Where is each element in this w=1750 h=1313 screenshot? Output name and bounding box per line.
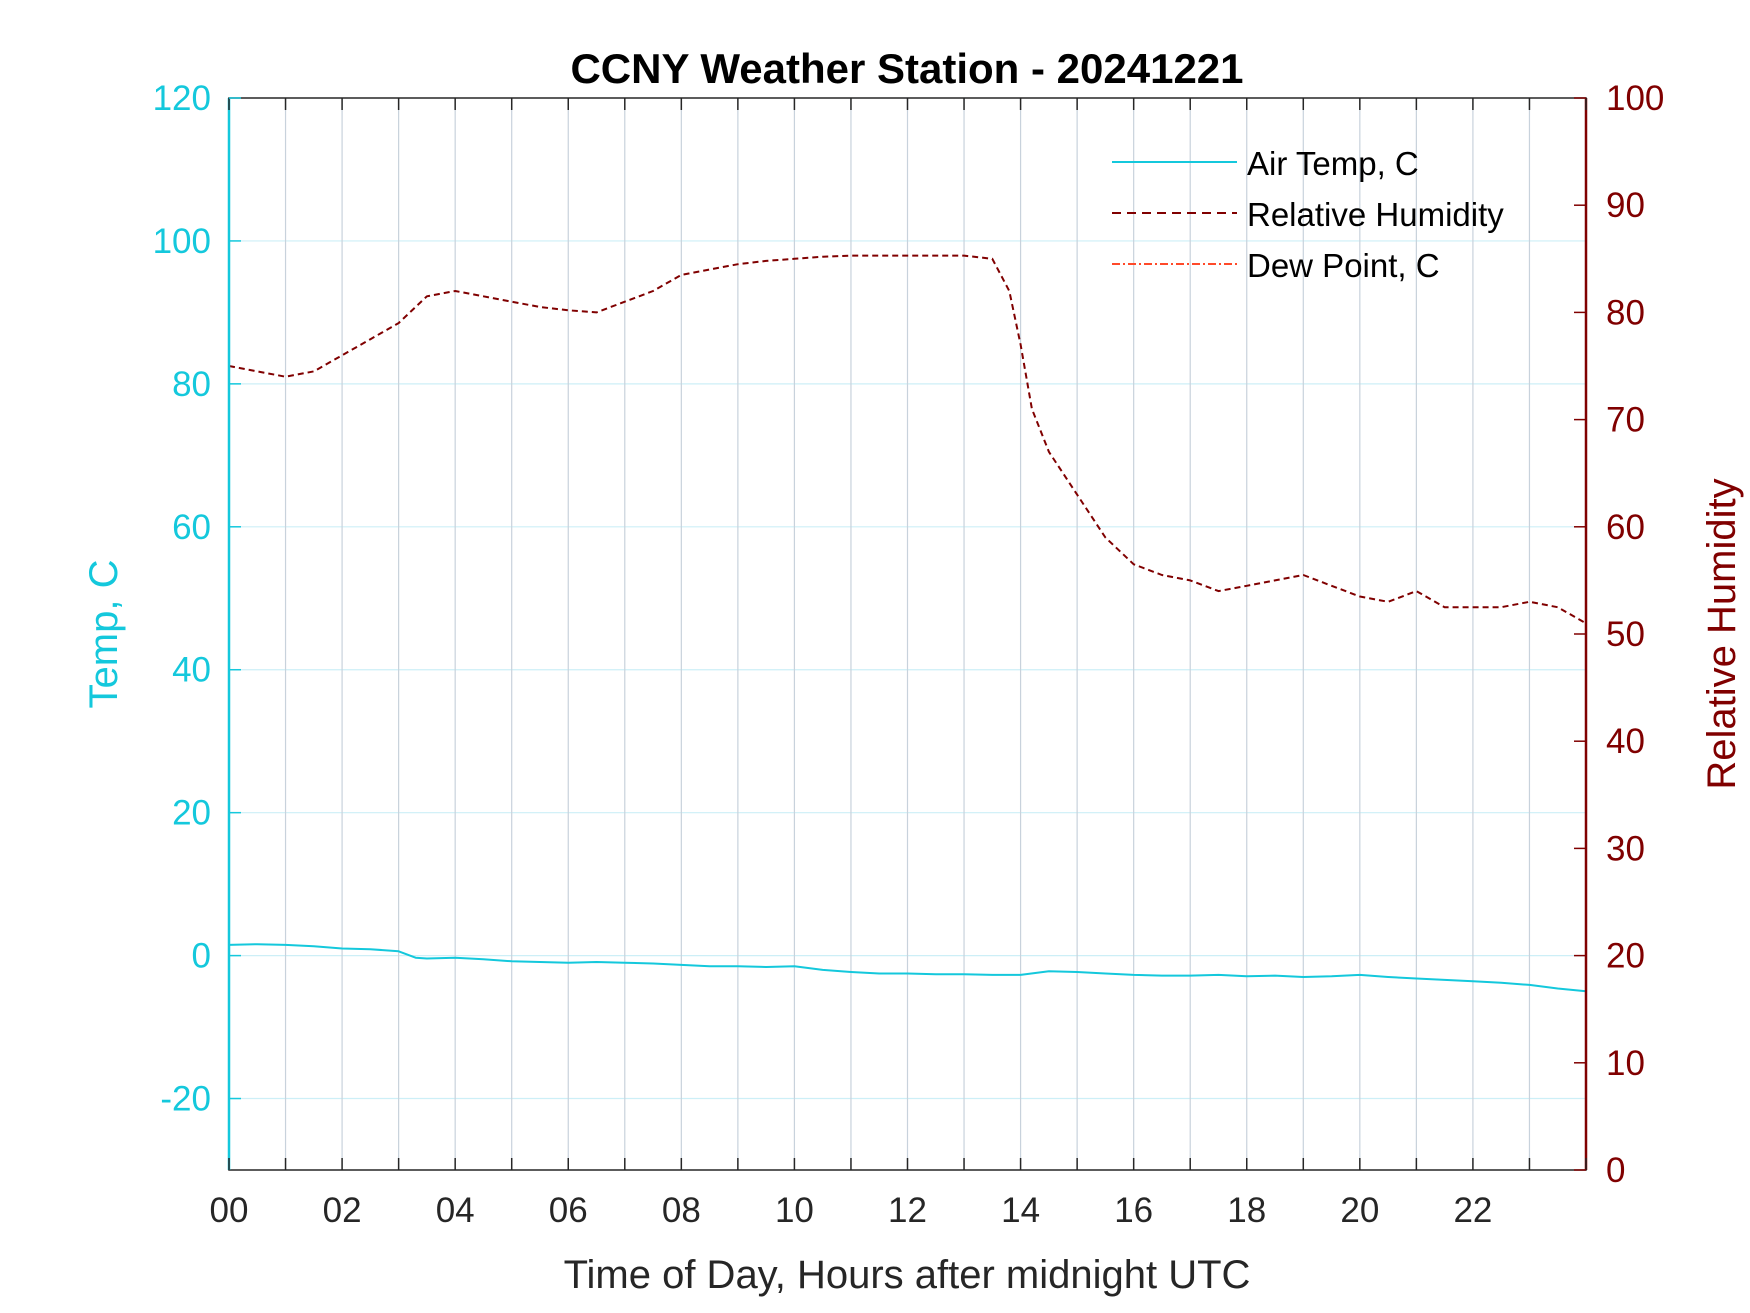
left-tick-label: 100 — [153, 222, 211, 261]
right-tick-label: 40 — [1606, 722, 1645, 761]
right-tick-label: 80 — [1606, 293, 1645, 332]
right-axis-ticks: 0 10 20 30 40 50 60 70 80 90 100 — [1574, 79, 1664, 1190]
x-tick-label: 22 — [1453, 1191, 1492, 1230]
right-tick-label: 70 — [1606, 401, 1645, 440]
right-tick-label: 20 — [1606, 937, 1645, 976]
left-tick-label: -20 — [160, 1080, 211, 1119]
legend-label-air-temp: Air Temp, C — [1247, 145, 1419, 182]
series-line-air-temp — [228, 943, 1587, 993]
x-tick-label: 10 — [775, 1191, 814, 1230]
left-axis-ticks: -20 0 20 40 60 80 100 120 — [153, 79, 241, 1119]
right-tick-label: 90 — [1606, 186, 1645, 225]
legend: Air Temp, C Relative Humidity Dew Point,… — [1112, 145, 1504, 284]
left-tick-label: 80 — [172, 365, 211, 404]
series-layer — [228, 254, 1587, 993]
x-tick-label: 08 — [662, 1191, 701, 1230]
x-tick-label: 14 — [1001, 1191, 1040, 1230]
left-axis-label: Temp, C — [82, 560, 126, 709]
left-tick-label: 0 — [192, 937, 211, 976]
x-tick-label: 04 — [436, 1191, 475, 1230]
right-tick-label: 10 — [1606, 1044, 1645, 1083]
x-tick-label: 18 — [1227, 1191, 1266, 1230]
series-line-relative-humidity — [228, 254, 1587, 625]
x-tick-label: 16 — [1114, 1191, 1153, 1230]
legend-label-dew-point: Dew Point, C — [1247, 247, 1440, 284]
chart-title: CCNY Weather Station - 20241221 — [570, 45, 1243, 92]
x-tick-label: 20 — [1340, 1191, 1379, 1230]
left-tick-label: 120 — [153, 79, 211, 118]
right-tick-label: 30 — [1606, 829, 1645, 868]
right-tick-label: 0 — [1606, 1151, 1625, 1190]
left-tick-label: 40 — [172, 651, 211, 690]
x-axis-ticks: 00 02 04 06 08 10 12 14 16 18 20 22 — [210, 98, 1587, 1230]
x-tick-label: 12 — [888, 1191, 927, 1230]
right-axis-label: Relative Humidity — [1700, 478, 1744, 789]
left-tick-label: 60 — [172, 508, 211, 547]
right-tick-label: 50 — [1606, 615, 1645, 654]
left-tick-label: 20 — [172, 794, 211, 833]
right-tick-label: 100 — [1606, 79, 1664, 118]
legend-label-relative-humidity: Relative Humidity — [1247, 196, 1504, 233]
x-tick-label: 00 — [210, 1191, 249, 1230]
x-axis-label: Time of Day, Hours after midnight UTC — [564, 1253, 1251, 1297]
vertical-gridlines — [284, 98, 1531, 1170]
x-tick-label: 06 — [549, 1191, 588, 1230]
x-tick-label: 02 — [323, 1191, 362, 1230]
right-tick-label: 60 — [1606, 508, 1645, 547]
